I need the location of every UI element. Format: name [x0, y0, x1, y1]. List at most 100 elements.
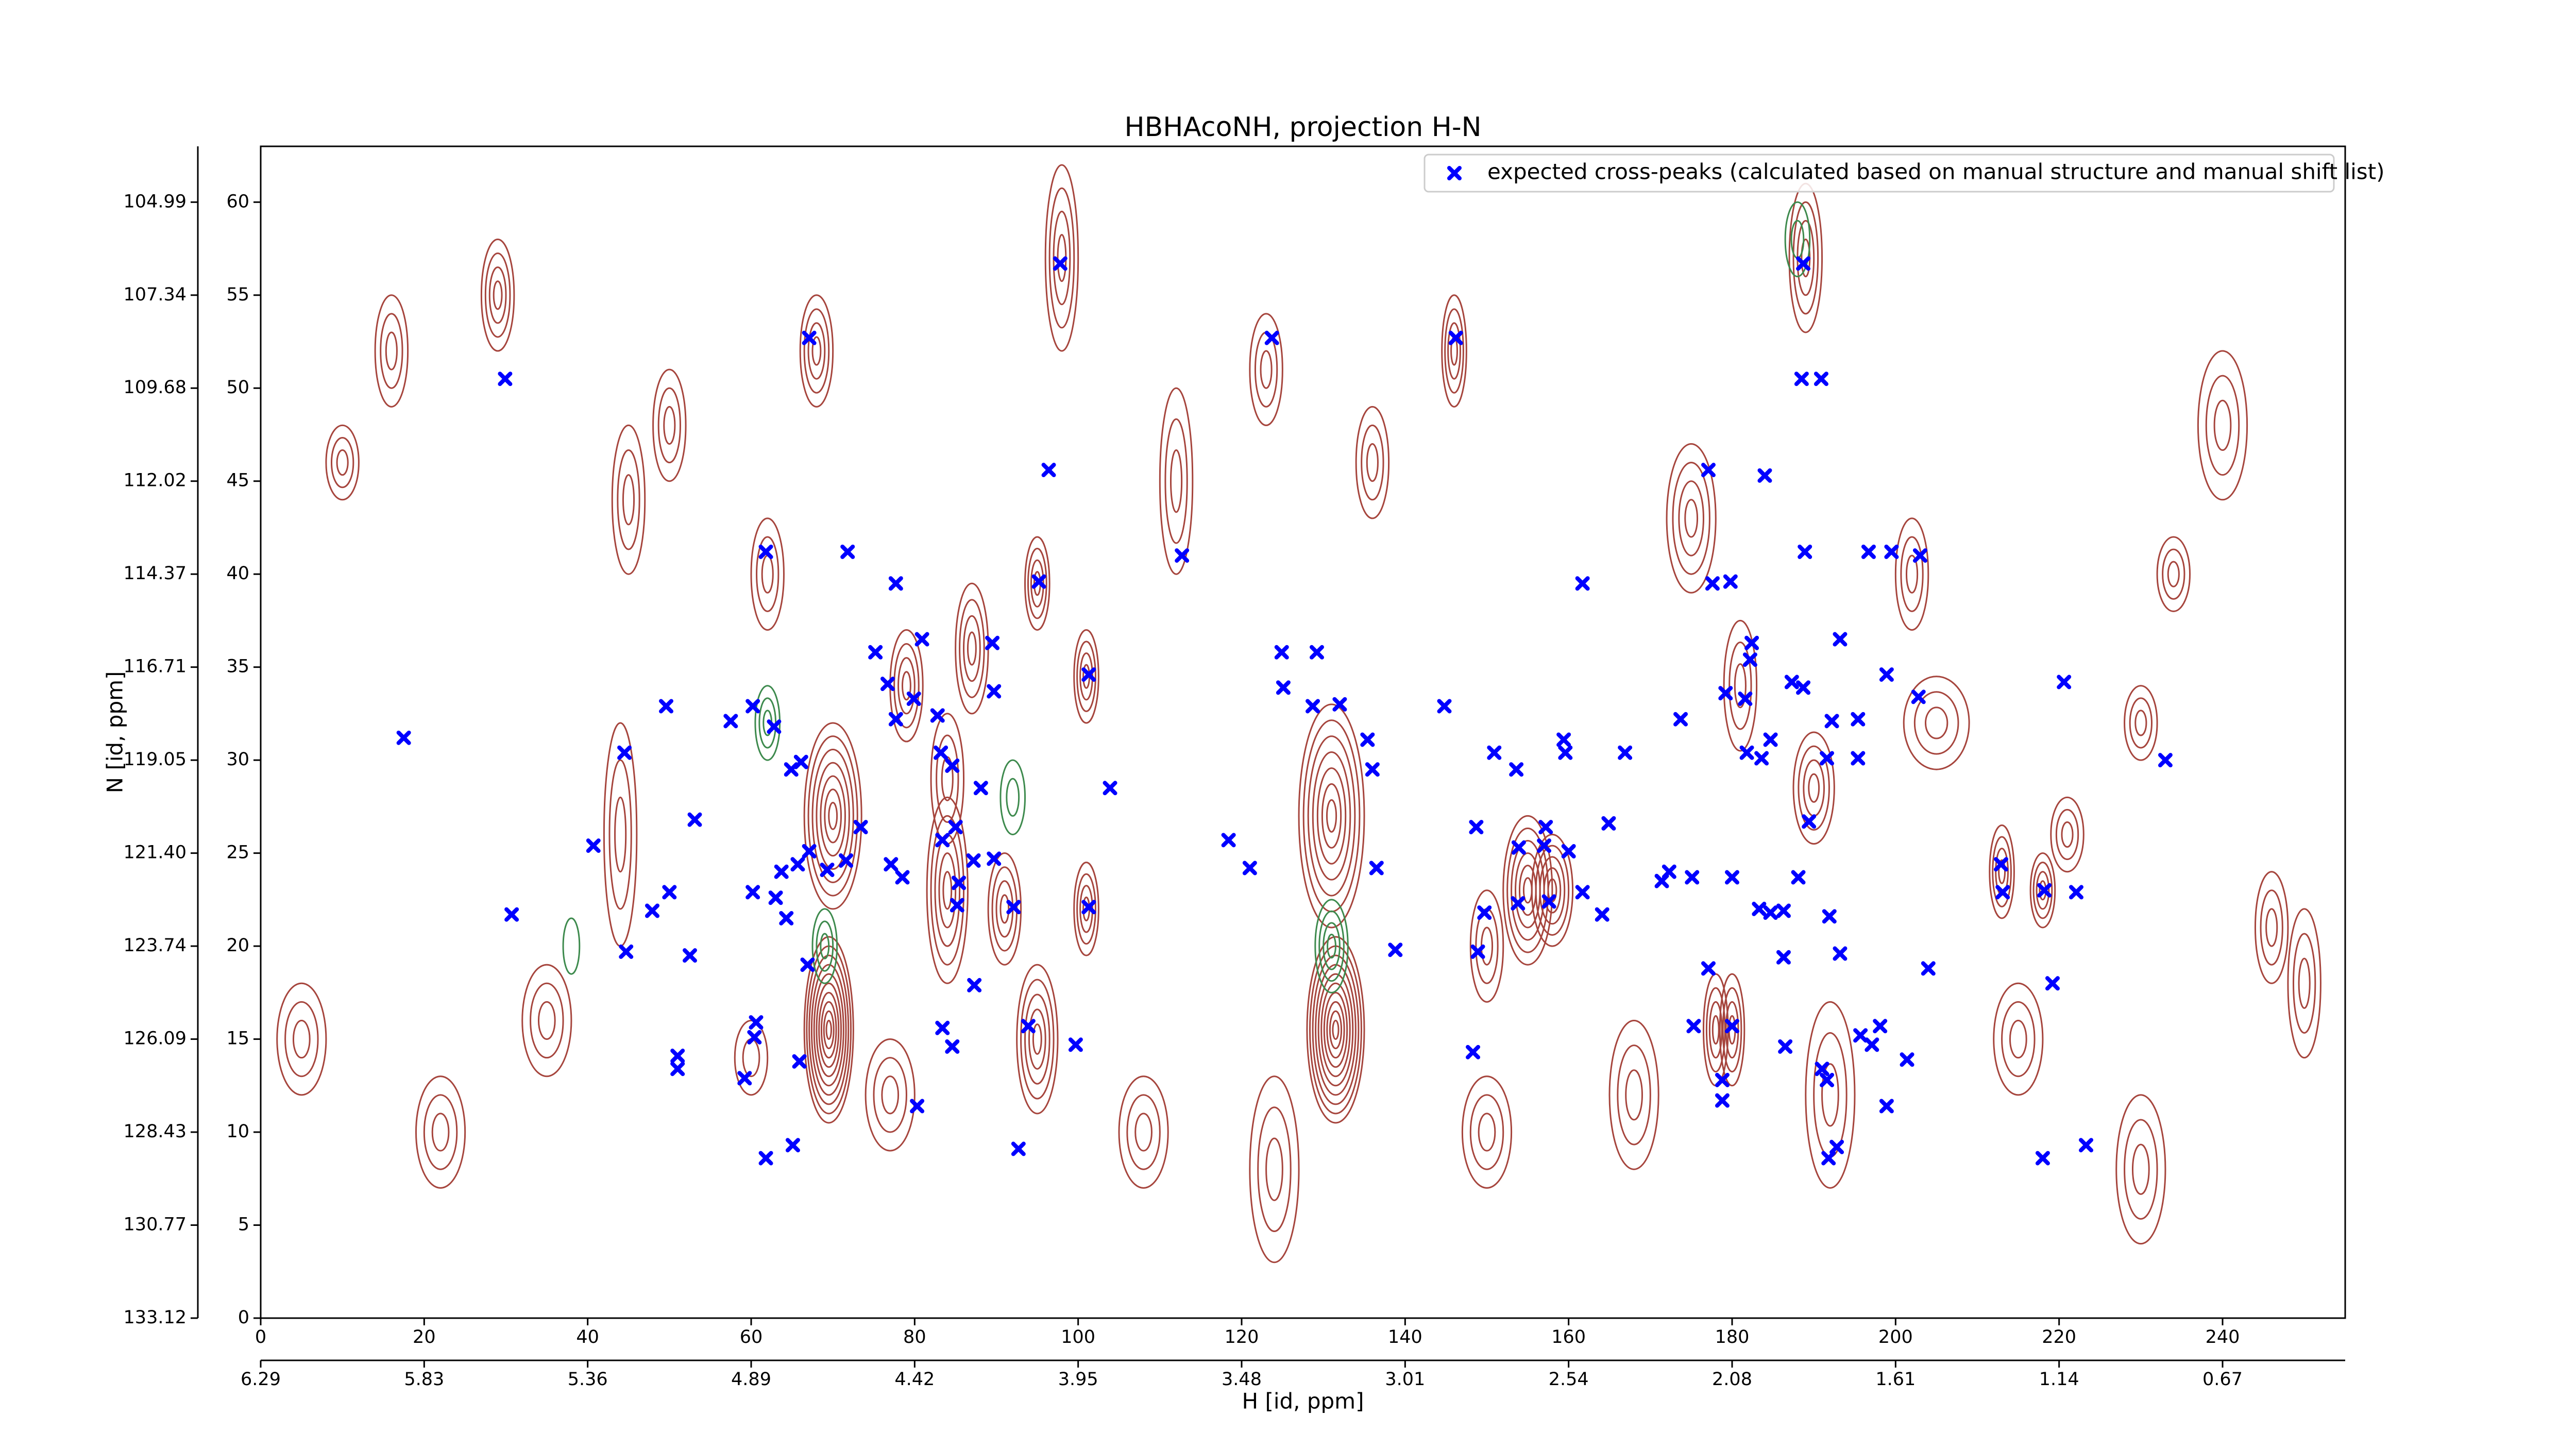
contour-line	[1792, 201, 1819, 315]
x-tick-label: 80	[903, 1327, 926, 1347]
contour-line	[1547, 878, 1557, 902]
contour-line	[1475, 908, 1499, 984]
contour-line	[938, 852, 957, 929]
cross-peak	[1912, 548, 1927, 563]
cross-peak	[1595, 907, 1609, 922]
contour-line	[1993, 982, 2044, 1096]
cross-peak	[1820, 751, 1835, 766]
x-tick-label: 220	[2042, 1327, 2076, 1347]
cross-peak	[853, 820, 868, 835]
cross-peak	[1861, 544, 1876, 559]
contour-line	[926, 796, 969, 984]
cross-peak	[1470, 944, 1485, 959]
cross-peak	[1068, 1037, 1083, 1052]
contour-line	[1361, 424, 1384, 501]
contour-line	[808, 954, 850, 1105]
contour-line	[1170, 449, 1183, 513]
contour-line	[742, 1038, 760, 1077]
contour-line	[562, 917, 581, 975]
contour-line	[2167, 561, 2180, 587]
cross-peak	[2037, 883, 2052, 898]
contour-line	[1734, 663, 1747, 709]
cross-peak	[792, 1054, 807, 1069]
cross-peak	[504, 907, 519, 922]
x2-tick-label: 1.61	[1875, 1369, 1916, 1390]
contour-line	[380, 313, 403, 389]
contour-line	[1249, 313, 1283, 426]
contour-line	[2298, 957, 2311, 1009]
cross-peak	[935, 1020, 950, 1035]
cross-peak	[1718, 686, 1733, 701]
contour-line	[881, 1075, 900, 1115]
contour-line	[521, 964, 572, 1077]
cross-peak	[1487, 745, 1502, 760]
contour-line	[1444, 308, 1464, 394]
contour-line	[1260, 350, 1273, 389]
contour-line	[828, 802, 838, 830]
contour-line	[1447, 322, 1461, 380]
contour-line	[1539, 856, 1566, 925]
cross-peak	[1778, 1039, 1793, 1054]
contour-line	[824, 788, 842, 844]
contour-line	[2009, 1019, 2027, 1059]
contour-line	[825, 1019, 832, 1040]
cross-peak	[1715, 1072, 1730, 1087]
contour-line	[415, 1075, 466, 1189]
x-tick-label: 180	[1715, 1327, 1750, 1347]
x-tick-label: 100	[1061, 1327, 1095, 1347]
cross-peak	[906, 692, 921, 706]
contour-line	[292, 1019, 311, 1059]
contour-line	[1076, 641, 1096, 712]
cross-peak	[1763, 905, 1778, 920]
contour-line	[1708, 1001, 1723, 1059]
contour-line	[1992, 836, 2012, 907]
cross-peak	[1754, 751, 1769, 766]
contour-line	[2061, 821, 2074, 848]
cross-peak	[930, 708, 945, 723]
cross-peak	[1873, 1019, 1888, 1034]
cross-peak	[1884, 544, 1899, 559]
contour-line	[617, 449, 640, 550]
contour-line	[1608, 1019, 1659, 1170]
cross-peak	[1662, 864, 1676, 879]
contour-line	[897, 657, 916, 715]
contour-line	[1905, 554, 1919, 594]
x2-tick-label: 4.42	[894, 1369, 935, 1390]
cross-peak	[645, 903, 660, 918]
cross-peak	[1618, 745, 1633, 760]
y2-tick-label: 128.43	[124, 1121, 187, 1142]
cross-peak	[1829, 1139, 1844, 1154]
cross-peak	[1686, 1019, 1701, 1034]
cross-peak	[914, 632, 929, 647]
cross-peak	[658, 699, 673, 714]
cross-peak	[758, 544, 773, 559]
cross-peak	[1821, 1151, 1836, 1166]
contour-line	[530, 982, 564, 1059]
contour-line	[652, 368, 687, 482]
contour-line	[1366, 443, 1379, 482]
legend-text: expected cross-peaks (calculated based o…	[1487, 159, 2385, 184]
contour-line	[1317, 973, 1354, 1087]
contour-line	[734, 1019, 769, 1096]
x-tick-label: 140	[1388, 1327, 1422, 1347]
cross-peak	[1437, 699, 1452, 714]
contour-line	[1126, 1094, 1161, 1170]
cross-peak	[1798, 544, 1812, 559]
contour-line	[1723, 619, 1758, 752]
y2-tick-label: 107.34	[124, 284, 187, 305]
cross-peak	[1685, 870, 1700, 885]
cross-peak	[1081, 900, 1096, 915]
cross-peak	[1388, 942, 1403, 957]
contour-line	[1312, 751, 1351, 881]
contour-line	[1998, 859, 2006, 884]
cross-peak	[768, 890, 783, 905]
contour-line	[1326, 1001, 1345, 1059]
contour-line	[1672, 462, 1710, 575]
contour-line	[873, 1057, 907, 1133]
x2-tick-label: 2.54	[1549, 1369, 1589, 1390]
cross-peak	[1673, 712, 1688, 727]
cross-peak	[987, 851, 1002, 866]
x2-tick-label: 3.01	[1385, 1369, 1425, 1390]
contour-line	[2001, 1001, 2036, 1077]
y2-tick-label: 133.12	[124, 1307, 187, 1328]
